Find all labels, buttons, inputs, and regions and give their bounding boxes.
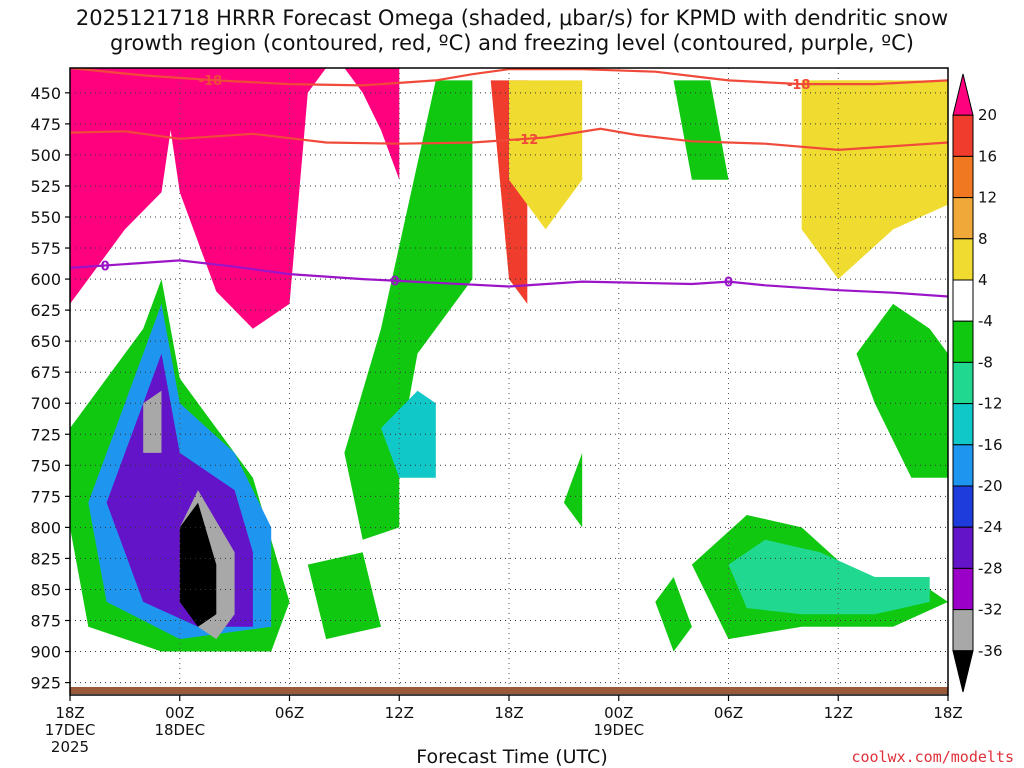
omega-shaded-regions bbox=[70, 68, 948, 652]
y-tick-label: 550 bbox=[30, 208, 61, 227]
colorbar-label: -32 bbox=[978, 601, 1003, 619]
y-tick-label: 575 bbox=[30, 239, 61, 258]
colorbar-swatch bbox=[952, 197, 974, 240]
colorbar-label: -36 bbox=[978, 642, 1003, 660]
y-tick-label: 625 bbox=[30, 301, 61, 320]
y-tick-label: 500 bbox=[30, 146, 61, 165]
colorbar-swatch bbox=[952, 485, 974, 528]
colorbar-label: 12 bbox=[978, 189, 997, 207]
colorbar-label: -28 bbox=[978, 559, 1003, 577]
colorbar-swatch bbox=[952, 361, 974, 405]
y-tick-label: 650 bbox=[30, 332, 61, 351]
colorbar: 20 16 12 8 4 -4 -8 -12 -16 -20 -24 -28 -32 -36 bbox=[952, 73, 1003, 693]
omega-region-2 bbox=[70, 68, 180, 304]
chart-title: 2025121718 HRRR Forecast Omega (shaded, … bbox=[0, 6, 1024, 56]
x-tick-label: 17DEC bbox=[45, 721, 96, 739]
y-tick-label: 700 bbox=[30, 394, 61, 413]
x-tick-label: 06Z bbox=[275, 704, 304, 722]
colorbar-label: 8 bbox=[978, 230, 988, 248]
x-tick-label: 12Z bbox=[385, 704, 414, 722]
y-tick-label: 875 bbox=[30, 612, 61, 631]
y-tick-label: 450 bbox=[30, 84, 61, 103]
x-tick-label: 06Z bbox=[714, 704, 743, 722]
colorbar-label: -12 bbox=[978, 395, 1003, 413]
y-tick-label: 600 bbox=[30, 270, 61, 289]
y-tick-label: 750 bbox=[30, 456, 61, 475]
y-tick-label: 825 bbox=[30, 549, 61, 568]
x-tick-label: 00Z bbox=[604, 704, 633, 722]
y-tick-label: 900 bbox=[30, 643, 61, 662]
colorbar-label: -16 bbox=[978, 436, 1003, 454]
contour-label: 0 bbox=[390, 275, 399, 290]
y-tick-label: 475 bbox=[30, 115, 61, 134]
y-tick-label: 525 bbox=[30, 177, 61, 196]
colorbar-label: 4 bbox=[978, 271, 988, 289]
contour-line bbox=[70, 127, 948, 152]
surface-terrain bbox=[70, 687, 948, 694]
x-tick-label: 18DEC bbox=[154, 721, 205, 739]
x-tick-label: 00Z bbox=[165, 704, 194, 722]
omega-region-16 bbox=[728, 539, 930, 615]
colorbar-swatch bbox=[952, 567, 974, 611]
chart-title-line-2: growth region (contoured, red, ºC) and f… bbox=[110, 31, 914, 55]
colorbar-swatch bbox=[952, 609, 974, 652]
contour-line bbox=[70, 68, 948, 87]
x-tick-label: 19DEC bbox=[593, 721, 644, 739]
omega-region-7 bbox=[344, 80, 473, 540]
y-tick-label: 850 bbox=[30, 580, 61, 599]
omega-region-19 bbox=[143, 390, 162, 453]
omega-region-1 bbox=[344, 68, 400, 180]
omega-region-8 bbox=[673, 80, 729, 180]
contour-label: 0 bbox=[101, 260, 110, 275]
colorbar-swatch bbox=[952, 73, 974, 116]
colorbar-swatch bbox=[952, 279, 974, 322]
colorbar-label: 20 bbox=[978, 106, 997, 124]
colorbar-swatch bbox=[952, 320, 974, 363]
colorbar-swatch bbox=[952, 114, 974, 157]
colorbar-label: -8 bbox=[978, 353, 993, 371]
colorbar-swatch bbox=[952, 403, 974, 446]
chart-title-line-1: 2025121718 HRRR Forecast Omega (shaded, … bbox=[75, 6, 949, 30]
omega-region-21 bbox=[179, 502, 217, 627]
colorbar-swatch bbox=[952, 650, 974, 693]
contour-label: -18 bbox=[199, 74, 223, 89]
contour-label: -18 bbox=[787, 78, 811, 93]
x-tick-label: 2025 bbox=[51, 738, 89, 756]
contour-label: 0 bbox=[724, 276, 733, 291]
credit-text: coolwx.com/modelts bbox=[851, 748, 1014, 766]
y-tick-label: 725 bbox=[30, 425, 61, 444]
y-tick-label: 775 bbox=[30, 487, 61, 506]
contour-line bbox=[70, 259, 948, 298]
y-tick-label: 675 bbox=[30, 363, 61, 382]
omega-region-14 bbox=[655, 577, 692, 652]
colorbar-swatch bbox=[952, 526, 974, 569]
omega-region-13 bbox=[563, 452, 583, 528]
omega-region-0 bbox=[70, 68, 327, 329]
colorbar-swatch bbox=[952, 444, 974, 487]
colorbar-label: 16 bbox=[978, 147, 997, 165]
x-tick-label: 18Z bbox=[933, 704, 962, 722]
colorbar-label: -4 bbox=[978, 312, 993, 330]
omega-region-6 bbox=[801, 80, 948, 280]
contour-lines: -18 -18 -12 0 0 0 bbox=[70, 68, 948, 298]
x-axis-title: Forecast Time (UTC) bbox=[416, 746, 608, 768]
y-tick-label: 925 bbox=[30, 674, 61, 693]
colorbar-swatch bbox=[952, 238, 974, 281]
omega-region-15 bbox=[381, 390, 436, 478]
colorbar-label: -20 bbox=[978, 477, 1003, 495]
x-tick-label: 18Z bbox=[55, 704, 84, 722]
x-tick-label: 12Z bbox=[824, 704, 853, 722]
colorbar-label: -24 bbox=[978, 518, 1003, 536]
omega-region-10 bbox=[307, 552, 381, 640]
contour-label: -12 bbox=[515, 133, 539, 148]
x-tick-label: 18Z bbox=[494, 704, 523, 722]
y-axis: 450 475 500 525 550 575 600 625 650 675 700 725 750 7… bbox=[30, 84, 70, 693]
y-tick-label: 800 bbox=[30, 518, 61, 537]
colorbar-swatch bbox=[952, 155, 974, 199]
